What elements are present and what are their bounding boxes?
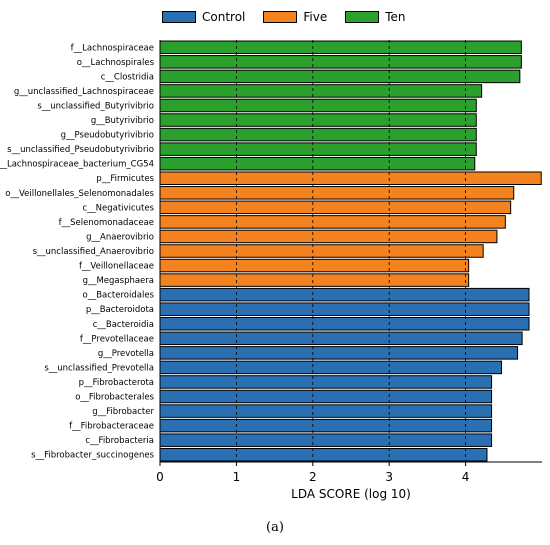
bar-g__unclassified_Lachnospiraceae xyxy=(159,84,483,98)
bar-o__Lachnospirales xyxy=(159,55,522,69)
category-label: o__Lachnospirales xyxy=(77,58,155,68)
x-tick-label: 2 xyxy=(309,470,317,484)
bar-c__Bacteroidia xyxy=(159,317,530,331)
category-label: c__Fibrobacteria xyxy=(85,436,154,446)
category-label: o__Bacteroidales xyxy=(83,291,155,301)
category-label: f__Prevotellaceae xyxy=(80,334,154,344)
bar-s__unclassified_Butyrivibrio xyxy=(159,98,477,113)
bar-s__Lachnospiraceae_bacterium_CG54 xyxy=(159,156,476,171)
x-tick-label: 4 xyxy=(462,470,470,484)
bar-p__Firmicutes xyxy=(159,171,542,185)
category-label: s__unclassified_Anaerovibrio xyxy=(33,247,154,257)
bar-o__Bacteroidales xyxy=(159,287,530,302)
legend-item-five: Five xyxy=(263,10,327,24)
bar-s__unclassified_Pseudobutyrivibrio xyxy=(159,142,477,156)
bar-f__Veillonellaceae xyxy=(159,258,470,273)
x-tick-label: 0 xyxy=(156,470,164,484)
bar-f__Fibrobacteraceae xyxy=(159,418,493,433)
bar-o__Fibrobacterales xyxy=(159,389,493,404)
category-label: o__Veillonellales_Selenomonadales xyxy=(5,189,154,199)
category-label: s__Lachnospiraceae_bacterium_CG54 xyxy=(0,160,154,170)
bar-s__unclassified_Prevotella xyxy=(159,360,503,375)
bar-f__Prevotellaceae xyxy=(159,331,523,346)
category-label: c__Clostridia xyxy=(101,72,154,82)
legend-item-control: Control xyxy=(162,10,245,24)
legend-swatch-five xyxy=(263,11,298,23)
bar-f__Selenomonadaceae xyxy=(159,215,506,229)
legend-label-ten: Ten xyxy=(385,10,406,24)
bar-s__Fibrobacter_succinogenes xyxy=(159,447,488,462)
category-label: s__Fibrobacter_succinogenes xyxy=(31,451,154,461)
category-label: s__unclassified_Butyrivibrio xyxy=(37,101,154,111)
bar-f__Lachnospiraceae xyxy=(159,40,522,55)
category-label: g__Butyrivibrio xyxy=(91,116,154,126)
bar-o__Veillonellales_Selenomonadales xyxy=(159,186,515,200)
bar-s__unclassified_Anaerovibrio xyxy=(159,244,484,258)
category-label: g__Megasphaera xyxy=(83,276,154,286)
legend-label-control: Control xyxy=(202,10,246,24)
legend-swatch-control xyxy=(162,11,196,23)
category-label: g__Pseudobutyrivibrio xyxy=(61,131,154,141)
category-label: f__Fibrobacteraceae xyxy=(69,422,154,432)
category-label: g__Prevotella xyxy=(98,349,154,359)
category-label: c__Bacteroidia xyxy=(93,320,154,330)
x-axis-title: LDA SCORE (log 10) xyxy=(291,487,411,501)
bar-g__Anaerovibrio xyxy=(159,229,498,244)
category-label: c__Negativicutes xyxy=(82,203,154,213)
bar-c__Fibrobacteria xyxy=(159,433,493,447)
category-label: g__Anaerovibrio xyxy=(86,232,154,242)
legend-item-ten: Ten xyxy=(345,10,406,24)
category-label: p__Firmicutes xyxy=(96,174,154,184)
bar-p__Bacteroidota xyxy=(159,302,530,316)
chart-legend: Control Five Ten xyxy=(162,10,406,24)
category-label: p__Bacteroidota xyxy=(86,305,154,315)
bar-g__Prevotella xyxy=(159,346,519,360)
x-tick-label: 1 xyxy=(233,470,241,484)
bar-g__Megasphaera xyxy=(159,273,470,287)
category-label: g__unclassified_Lachnospiraceae xyxy=(14,87,154,97)
category-label: f__Veillonellaceae xyxy=(79,262,154,272)
figure-caption: (a) xyxy=(266,520,284,535)
bar-g__Butyrivibrio xyxy=(159,113,477,127)
category-label: s__unclassified_Prevotella xyxy=(44,363,154,373)
category-label: p__Fibrobacterota xyxy=(79,378,154,388)
bar-g__Pseudobutyrivibrio xyxy=(159,127,477,142)
x-tick-label: 3 xyxy=(385,470,393,484)
category-label: f__Lachnospiraceae xyxy=(71,43,154,53)
bar-g__Fibrobacter xyxy=(159,404,493,418)
category-label: s__unclassified_Pseudobutyrivibrio xyxy=(7,145,154,155)
category-label: o__Fibrobacterales xyxy=(75,393,154,403)
category-label: f__Selenomonadaceae xyxy=(59,218,154,228)
category-label: g__Fibrobacter xyxy=(92,407,154,417)
legend-swatch-ten xyxy=(345,11,380,23)
bar-c__Negativicutes xyxy=(159,200,512,215)
bar-p__Fibrobacterota xyxy=(159,375,493,389)
legend-label-five: Five xyxy=(303,10,328,24)
